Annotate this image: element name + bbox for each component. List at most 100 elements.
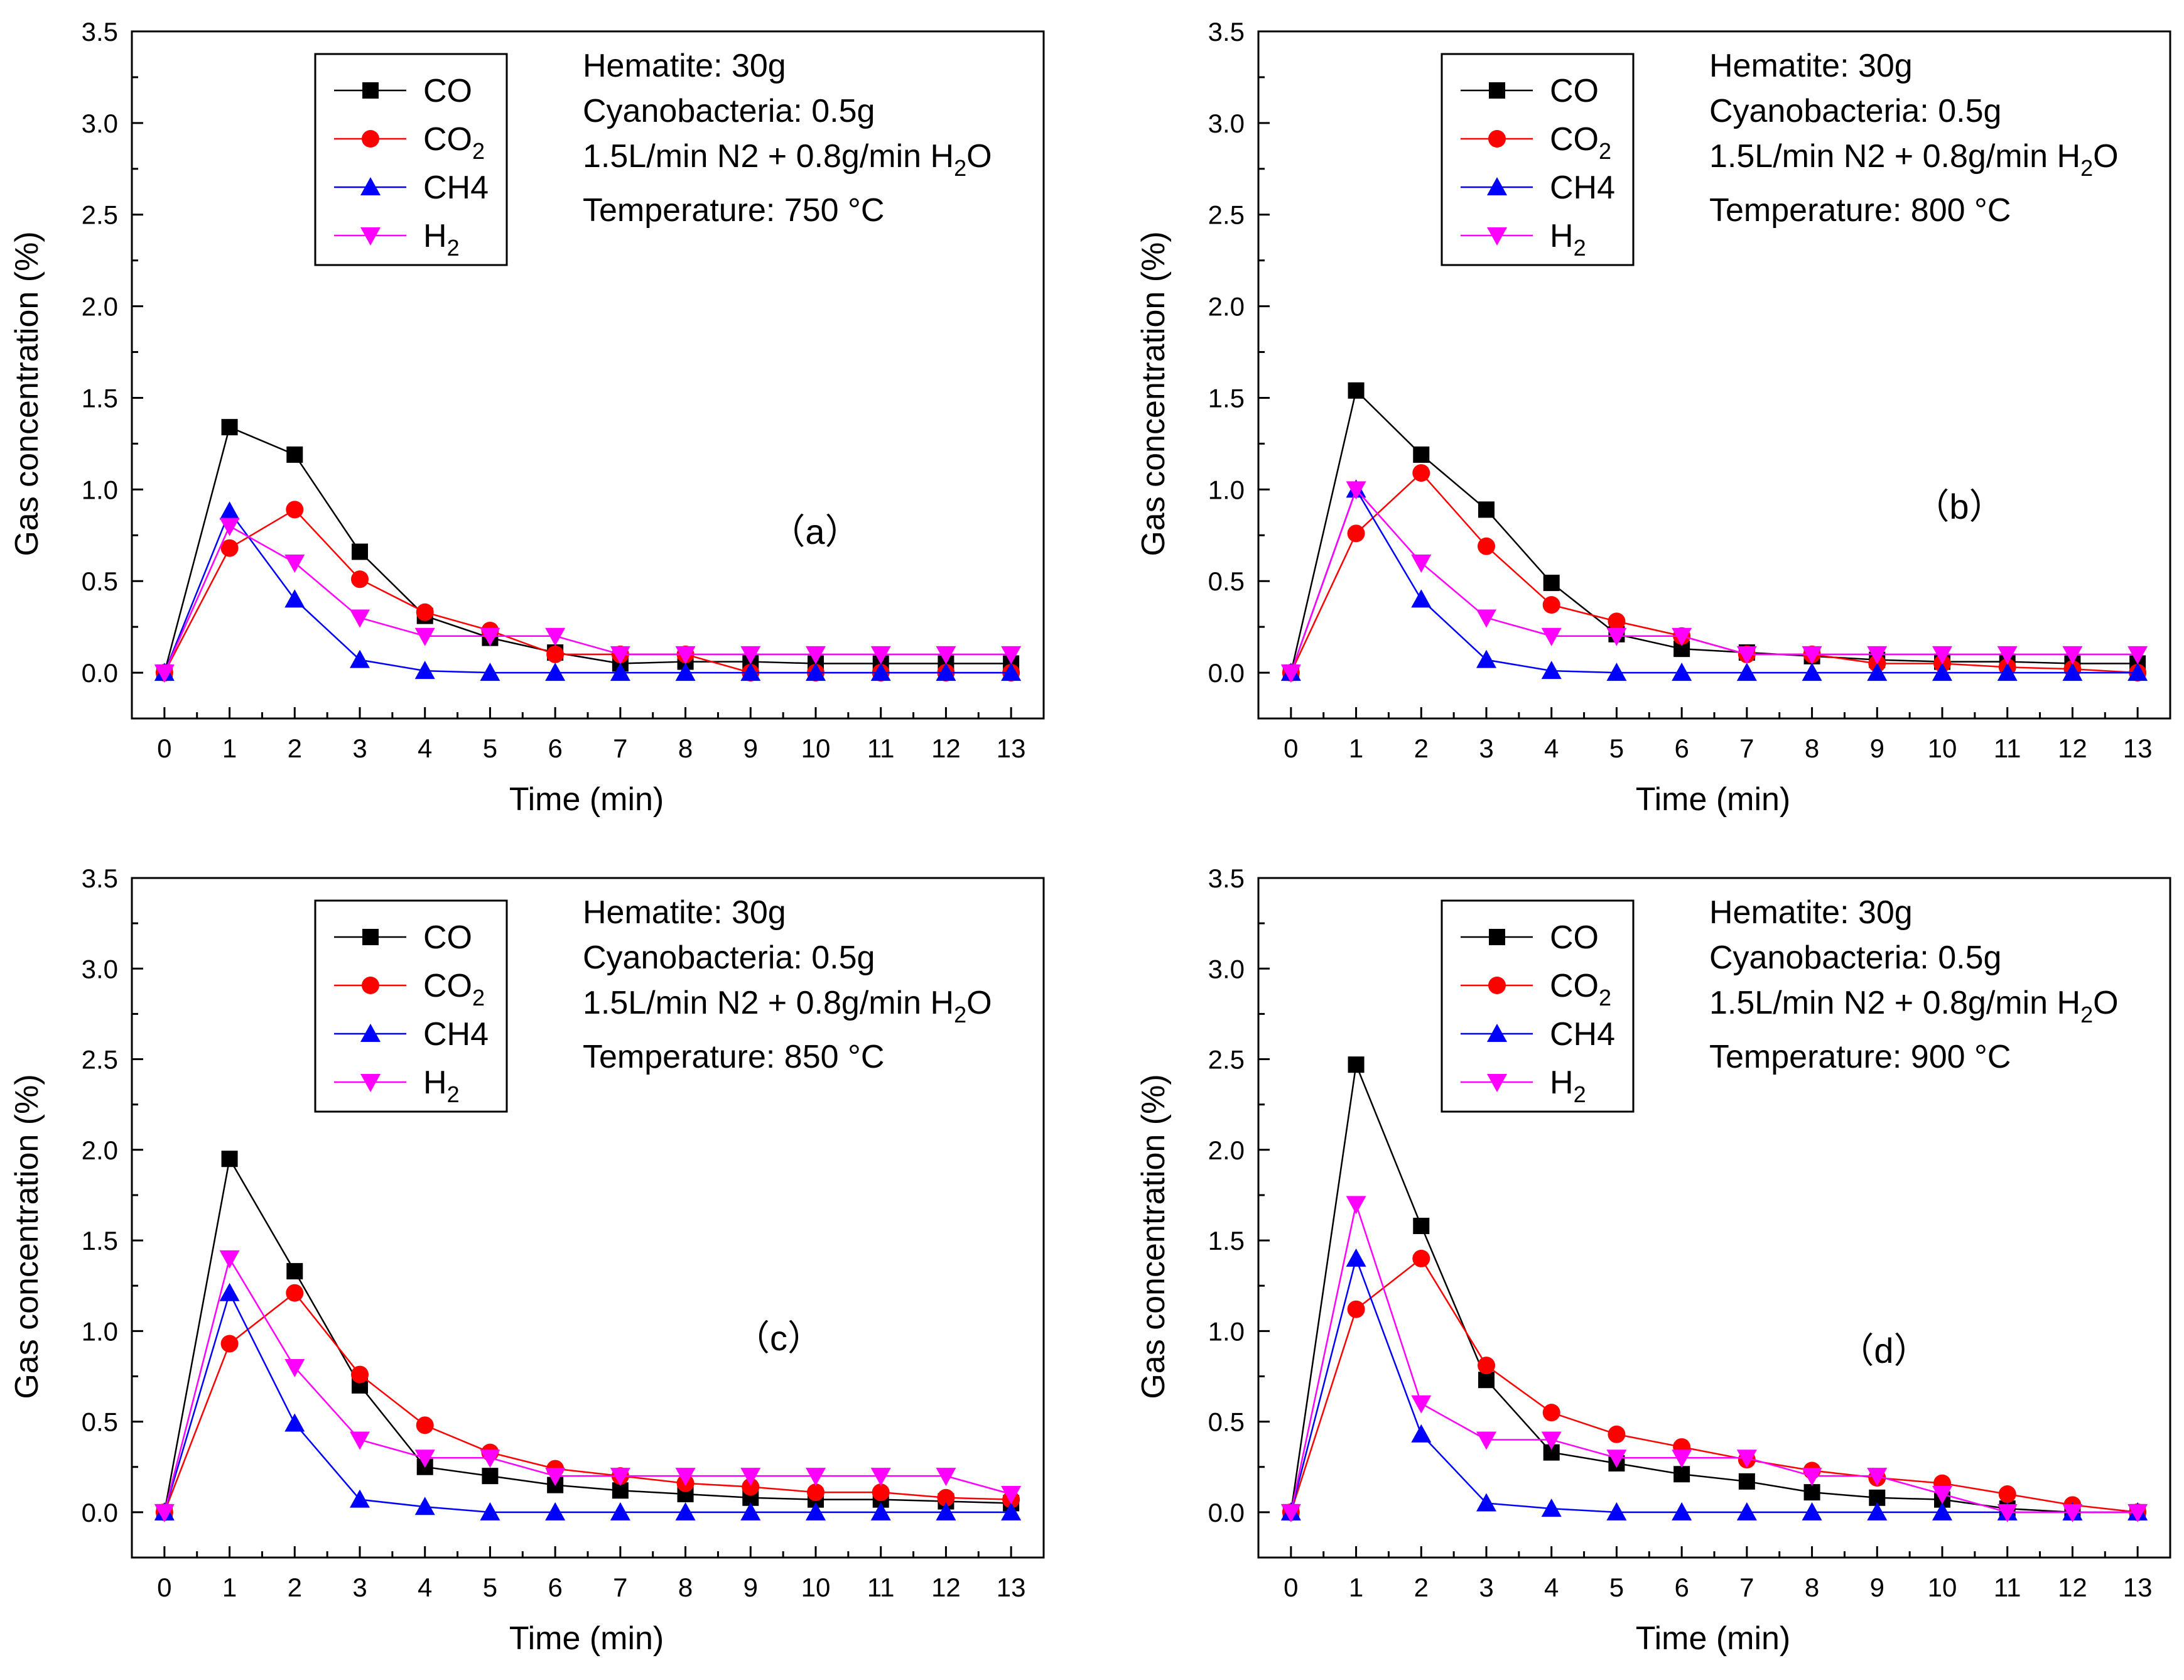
point-ch4 [1606, 663, 1627, 681]
point-co2 [351, 1365, 369, 1384]
point-h2 [154, 664, 175, 683]
point-h2 [1997, 646, 2018, 664]
point-co2 [1478, 537, 1495, 555]
y-tick-label: 1.5 [82, 383, 118, 413]
point-ch4 [675, 663, 696, 681]
point-ch4 [675, 1502, 696, 1520]
x-tick-label: 0 [1284, 734, 1298, 763]
point-ch4 [936, 663, 956, 681]
point-h2 [806, 1468, 826, 1487]
point-h2 [1802, 1468, 1822, 1487]
y-tick-label: 3.0 [1208, 954, 1245, 984]
y-tick-label: 3.5 [1208, 17, 1245, 46]
y-tick-label: 3.0 [1208, 109, 1245, 138]
point-ch4 [284, 1413, 305, 1432]
experiment-info: Hematite: 30g Cyanobacteria: 0.5g 1.5L/min… [583, 894, 992, 1075]
point-ch4 [806, 663, 826, 681]
y-tick-label: 0.5 [82, 1407, 118, 1437]
legend-label-co2: CO2 [423, 968, 485, 1011]
y-tick-label: 1.0 [82, 475, 118, 504]
point-ch4 [1476, 649, 1496, 668]
point-co [1673, 1466, 1690, 1483]
y-tick-label: 1.0 [82, 1316, 118, 1346]
legend-box [314, 899, 508, 1113]
point-co2 [1412, 464, 1430, 482]
plot-frame [1257, 30, 2171, 720]
point-ch4 [1867, 1502, 1888, 1520]
point-ch4 [1541, 1498, 1562, 1517]
point-h2 [2062, 646, 2083, 664]
point-ch4 [1672, 1502, 1692, 1520]
point-ch4 [1346, 1248, 1366, 1267]
x-tick-label: 3 [352, 734, 367, 763]
legend: CO CO2 CH4 H2 [314, 53, 508, 266]
point-co2 [1478, 1357, 1495, 1375]
info-flow: 1.5L/min N2 + 0.8g/min H2O [583, 138, 992, 181]
x-tick-label: 13 [2123, 1573, 2153, 1602]
point-h2 [1932, 646, 1952, 664]
point-h2 [870, 1468, 891, 1487]
x-tick-label: 13 [2123, 734, 2153, 763]
point-co2 [220, 539, 239, 557]
point-co2 [1412, 1249, 1430, 1267]
info-hematite: Hematite: 30g [1709, 894, 1913, 931]
point-co2 [286, 1284, 304, 1302]
point-h2 [610, 646, 630, 664]
point-h2 [675, 646, 696, 664]
legend: CO CO2 CH4 H2 [1441, 53, 1635, 266]
x-tick-label: 2 [1414, 734, 1429, 763]
point-co2 [872, 1483, 890, 1502]
series-line-co [163, 426, 1012, 673]
point-h2 [740, 1468, 761, 1487]
series-line-h2 [1290, 487, 2138, 673]
point-h2 [1476, 609, 1496, 628]
point-ch4 [1932, 663, 1952, 681]
x-tick-label: 0 [1284, 1573, 1298, 1602]
point-h2 [870, 646, 891, 664]
point-ch4 [1001, 663, 1022, 681]
x-tick-label: 7 [613, 1573, 627, 1602]
point-ch4 [414, 1497, 435, 1515]
series-line-co [1290, 389, 2138, 673]
x-tick-label: 6 [548, 1573, 562, 1602]
legend-label-co: CO [1550, 73, 1599, 109]
x-axis-title: Time (min) [509, 1620, 664, 1657]
info-temperature: Temperature: 850 °C [583, 1039, 884, 1075]
point-co2 [1347, 1300, 1365, 1318]
legend-marker-ch4 [360, 177, 381, 195]
x-tick-label: 1 [1349, 734, 1363, 763]
info-flow: 1.5L/min N2 + 0.8g/min H2O [1709, 138, 2119, 181]
point-ch4 [219, 501, 240, 520]
point-ch4 [1932, 1502, 1952, 1520]
x-tick-label: 8 [678, 1573, 693, 1602]
x-tick-label: 3 [1479, 1573, 1493, 1602]
y-tick-label: 3.0 [82, 954, 118, 984]
y-tick-label: 3.0 [82, 109, 118, 138]
y-tick-label: 2.0 [1208, 1135, 1245, 1165]
point-co2 [937, 1488, 955, 1507]
x-tick-label: 4 [1544, 734, 1559, 763]
point-h2 [610, 1468, 630, 1487]
y-tick-label: 2.5 [1208, 1045, 1245, 1075]
x-tick-label: 0 [157, 734, 171, 763]
info-temperature: Temperature: 900 °C [1709, 1039, 2011, 1075]
y-tick-label: 3.5 [1208, 864, 1245, 893]
y-axis-title: Gas concentration (%) [1135, 231, 1172, 556]
point-h2 [1736, 646, 1757, 664]
x-tick-label: 10 [801, 734, 831, 763]
x-tick-label: 7 [1739, 1573, 1754, 1602]
x-tick-label: 1 [1349, 1573, 1363, 1602]
point-h2 [806, 646, 826, 664]
point-ch4 [480, 1502, 500, 1520]
chart-panel-a: 0 1 2 3 4 5 6 7 8 9 10 11 12 130.00.51.01.52.02.53.03… [9, 17, 1045, 818]
legend-marker-co2 [362, 977, 379, 994]
x-tick-label: 3 [352, 1573, 367, 1602]
point-h2 [1411, 555, 1432, 573]
x-tick-label: 12 [931, 734, 961, 763]
x-tick-label: 12 [931, 1573, 961, 1602]
y-tick-label: 0.0 [1208, 1498, 1245, 1527]
point-h2 [1867, 646, 1888, 664]
legend-label-co: CO [423, 73, 472, 109]
point-h2 [1867, 1468, 1888, 1487]
y-tick-label: 0.0 [82, 658, 118, 688]
